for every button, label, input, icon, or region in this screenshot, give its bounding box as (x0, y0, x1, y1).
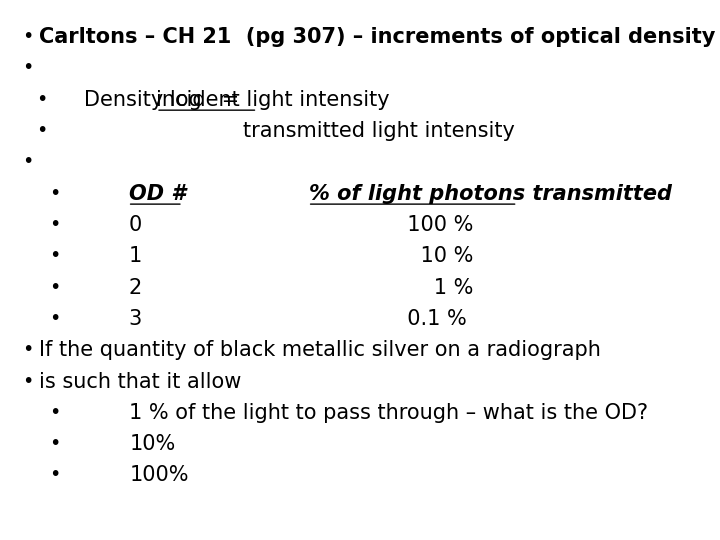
Text: •: • (50, 309, 61, 328)
Text: •: • (22, 27, 34, 46)
Text: is such that it allow: is such that it allow (40, 372, 242, 392)
Text: 10%: 10% (130, 434, 176, 454)
Text: •: • (50, 403, 61, 422)
Text: •: • (36, 90, 48, 109)
Text: % of light photons transmitted: % of light photons transmitted (310, 184, 672, 204)
Text: 0                                        100 %: 0 100 % (130, 215, 474, 235)
Text: transmitted light intensity: transmitted light intensity (84, 121, 516, 141)
Text: •: • (36, 121, 48, 140)
Text: •: • (22, 372, 34, 390)
Text: 3                                        0.1 %: 3 0.1 % (130, 309, 467, 329)
Text: •: • (50, 246, 61, 265)
Text: incident light intensity: incident light intensity (156, 90, 390, 110)
Text: •: • (50, 465, 61, 484)
Text: •: • (50, 434, 61, 453)
Text: Carltons – CH 21  (pg 307) – increments of optical density: Carltons – CH 21 (pg 307) – increments o… (40, 27, 716, 47)
Text: 2                                            1 %: 2 1 % (130, 278, 474, 298)
Text: •: • (22, 152, 34, 171)
Text: 100%: 100% (130, 465, 189, 485)
Text: OD #: OD # (130, 184, 186, 204)
Text: •: • (22, 340, 34, 359)
Text: •: • (50, 215, 61, 234)
Text: •: • (50, 278, 61, 296)
Text: Density log   =: Density log = (84, 90, 253, 110)
Text: •: • (50, 184, 61, 202)
Text: If the quantity of black metallic silver on a radiograph: If the quantity of black metallic silver… (40, 340, 601, 360)
Text: 1 % of the light to pass through – what is the OD?: 1 % of the light to pass through – what … (130, 403, 649, 423)
Text: •: • (22, 58, 34, 77)
Text: 1                                          10 %: 1 10 % (130, 246, 474, 266)
